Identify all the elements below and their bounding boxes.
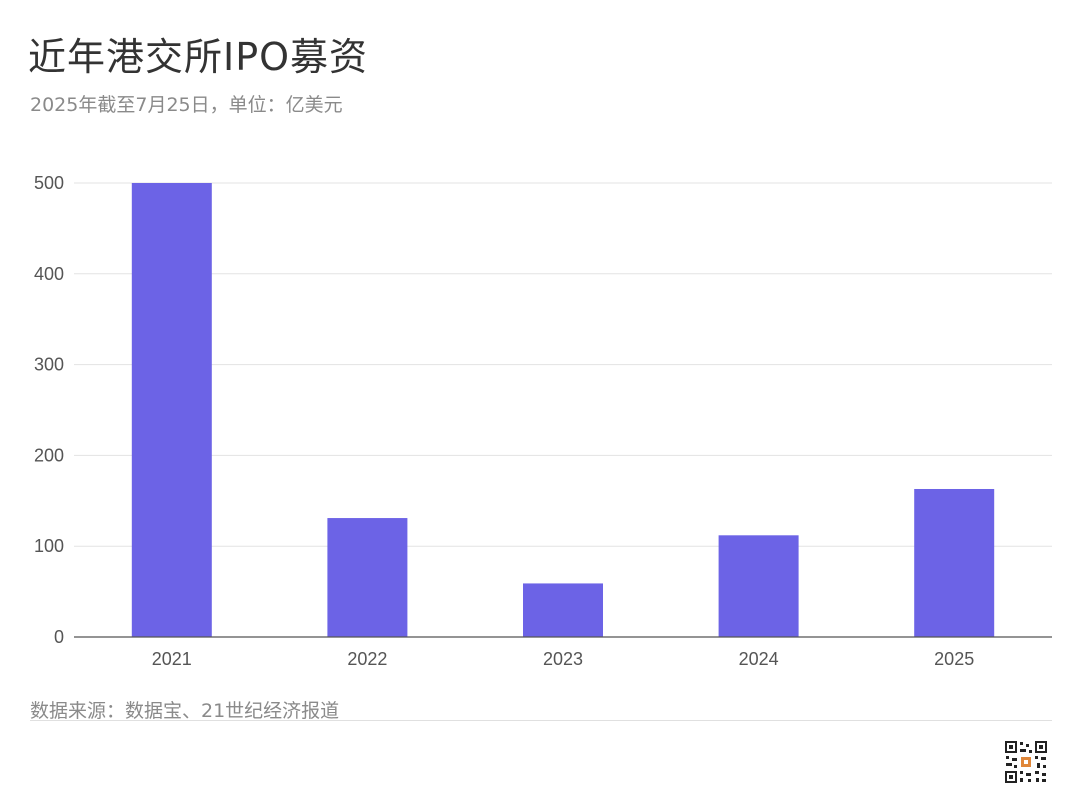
y-tick-label: 400 — [34, 264, 64, 284]
y-tick-label: 100 — [34, 536, 64, 556]
y-tick-label: 0 — [54, 627, 64, 647]
x-tick-label: 2023 — [543, 649, 583, 669]
bar-2025 — [914, 488, 995, 637]
x-tick-label: 2025 — [934, 649, 974, 669]
bar-2021 — [131, 183, 212, 637]
chart-subtitle: 2025年截至7月25日，单位：亿美元 — [30, 94, 343, 116]
data-source-note: 数据来源：数据宝、21世纪经济报道 — [30, 700, 340, 722]
x-tick-label: 2024 — [739, 649, 779, 669]
x-tick-label: 2021 — [152, 649, 192, 669]
y-tick-label: 500 — [34, 173, 64, 193]
x-tick-label: 2022 — [347, 649, 387, 669]
bar-2023 — [523, 583, 603, 637]
chart-title: 近年港交所IPO募资 — [28, 35, 369, 79]
footer-divider — [30, 720, 1052, 721]
bar-2022 — [327, 518, 408, 637]
y-tick-label: 300 — [34, 355, 64, 375]
qr-code-icon — [1004, 740, 1048, 784]
bar-chart: 0 100 200 300 400 500 2021 2022 2023 2024 2025 — [34, 173, 1052, 669]
bar-2024 — [718, 535, 799, 637]
y-tick-label: 200 — [34, 445, 64, 465]
